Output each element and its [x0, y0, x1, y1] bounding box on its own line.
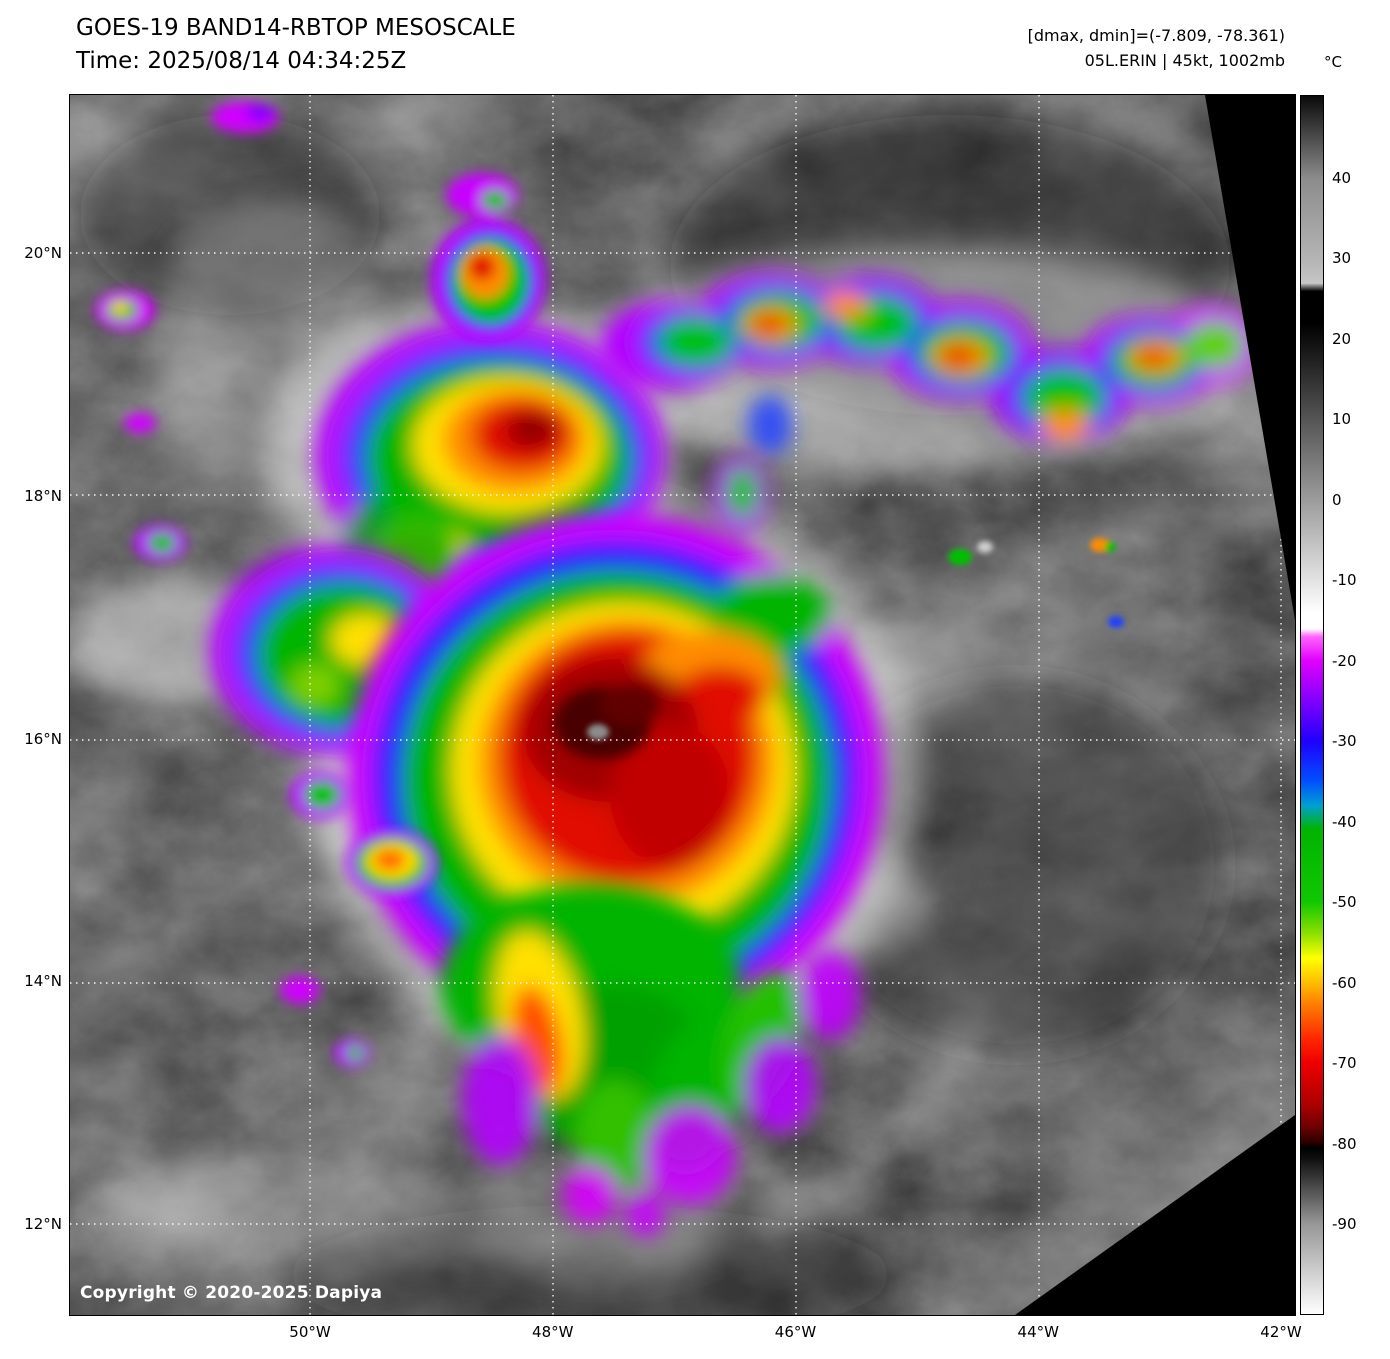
colorbar-tick-label: -10 [1332, 571, 1357, 590]
southern-tail [440, 885, 860, 1237]
header-right: [dmax, dmin]=(-7.809, -78.361) 05L.ERIN … [1028, 24, 1285, 74]
colorbar [1300, 95, 1324, 1315]
colorbar-tick-label: -20 [1332, 651, 1357, 670]
offscan-wedge-top-right [1205, 95, 1295, 620]
colorbar-tick-label: 30 [1332, 249, 1352, 268]
colorbar-tick-label: -70 [1332, 1054, 1357, 1073]
graticule [70, 95, 1295, 1315]
colorbar-tick-label: 20 [1332, 329, 1352, 348]
lon-label: 44°W [1017, 1323, 1059, 1341]
dmax-dmin-readout: [dmax, dmin]=(-7.809, -78.361) [1027, 26, 1285, 45]
storm-info: 05L.ERIN | 45kt, 1002mb [1084, 50, 1285, 70]
header-left: GOES-19 BAND14-RBTOP MESOSCALE Time: 202… [76, 12, 516, 79]
colorbar-tick-label: -60 [1332, 973, 1357, 992]
product-time: Time: 2025/08/14 04:34:25Z [76, 48, 407, 75]
scattered-cells [95, 101, 546, 1067]
satellite-image [70, 95, 1295, 1315]
lon-label: 50°W [289, 1323, 331, 1341]
hurricane-cold-core [554, 685, 660, 759]
lat-label: 14°N [24, 972, 62, 991]
hurricane-eye [587, 724, 609, 740]
map-area: Copyright © 2020-2025 Dapiya [69, 94, 1296, 1316]
lat-label: 18°N [24, 486, 62, 505]
colorbar-tick-label: 10 [1332, 410, 1352, 429]
lat-label: 12°N [24, 1215, 62, 1233]
offscan-wedge-bottom-right [1015, 1115, 1295, 1315]
lon-label: 42°W [1260, 1323, 1302, 1341]
lon-label: 46°W [774, 1323, 817, 1341]
colorbar-tick-label: -80 [1332, 1134, 1357, 1153]
lat-label: 16°N [24, 729, 62, 748]
product-title: GOES-19 BAND14-RBTOP MESOSCALE [76, 15, 516, 41]
colorbar-tick-label: -40 [1332, 812, 1357, 831]
colorbar-tick-label: -30 [1332, 732, 1357, 751]
lat-label: 20°N [24, 244, 62, 262]
colorbar-tick-label: 40 [1332, 168, 1352, 187]
colorbar-tick-label: 0 [1332, 490, 1342, 509]
hurricane-core [347, 513, 883, 1037]
lon-label: 48°W [532, 1323, 574, 1341]
colorbar-tick-label: -50 [1332, 893, 1357, 912]
tiny-specks [948, 538, 1124, 628]
eastern-convective-band [600, 272, 1260, 535]
colorbar-unit-label: °C [1324, 53, 1342, 71]
copyright-watermark: Copyright © 2020-2025 Dapiya [80, 1283, 383, 1303]
colorbar-tick-label: -90 [1332, 1215, 1357, 1234]
